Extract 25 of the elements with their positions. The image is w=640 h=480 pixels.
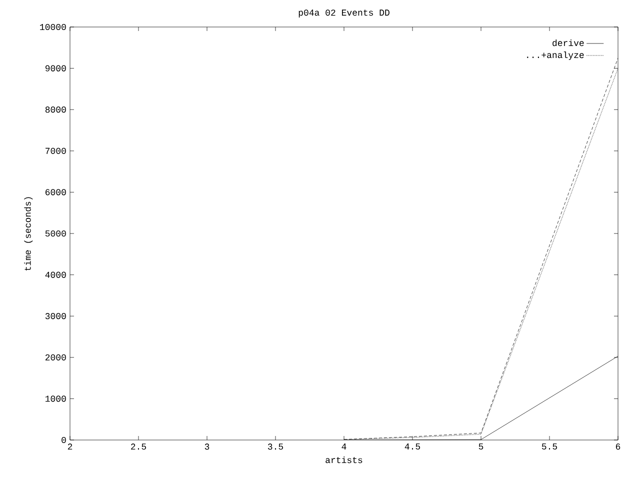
x-tick-label: 2 (68, 444, 72, 450)
y-tick-label: 9000 (45, 65, 66, 72)
x-tick-label: 3 (204, 444, 210, 450)
y-tick-label: 3000 (45, 313, 66, 320)
x-tick-label: 4.5 (404, 444, 420, 450)
x-tick-label: 3.5 (268, 444, 284, 450)
y-tick-label: 0 (62, 436, 66, 444)
y-tick-label: 6000 (46, 189, 66, 196)
chart-title: p04a 02 Events DD (298, 10, 390, 18)
x-tick-label: 4 (342, 444, 346, 450)
legend-label: ...+analyze (527, 51, 584, 60)
x-tick-label: 5.5 (542, 444, 558, 450)
x-axis-title: artists (326, 456, 362, 464)
y-tick-label: 8000 (45, 106, 66, 113)
y-tick-label: 4000 (45, 272, 66, 278)
y-axis-title: time (seconds) (24, 197, 33, 270)
x-tick-label: 6 (616, 444, 620, 450)
x-tick-label: 5 (478, 444, 484, 450)
y-tick-label: 7000 (46, 148, 66, 154)
x-tick-label: 2.5 (131, 444, 146, 450)
y-tick-label: 2000 (45, 354, 66, 360)
legend-label: derive (552, 39, 584, 46)
y-tick-label: 1000 (46, 396, 66, 402)
y-tick-label: 5000 (45, 230, 66, 237)
y-tick-label: 10000 (40, 24, 66, 30)
